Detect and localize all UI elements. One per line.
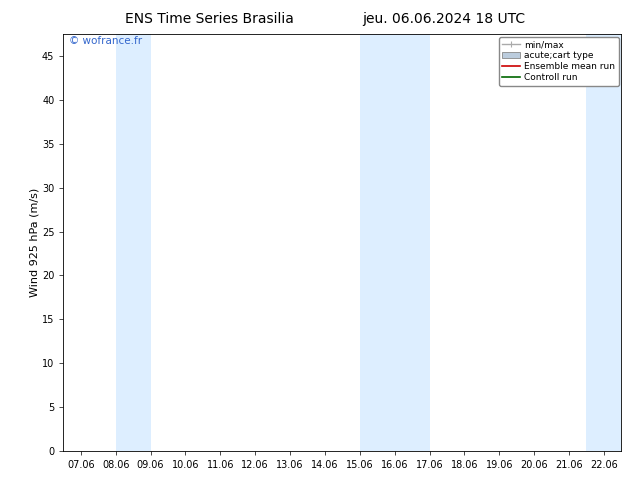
Legend: min/max, acute;cart type, Ensemble mean run, Controll run: min/max, acute;cart type, Ensemble mean … — [499, 37, 619, 86]
Bar — [116, 34, 151, 451]
Text: © wofrance.fr: © wofrance.fr — [69, 36, 142, 47]
Bar — [359, 34, 429, 451]
Text: jeu. 06.06.2024 18 UTC: jeu. 06.06.2024 18 UTC — [362, 12, 526, 26]
Y-axis label: Wind 925 hPa (m/s): Wind 925 hPa (m/s) — [29, 188, 39, 297]
Bar — [586, 34, 621, 451]
Text: ENS Time Series Brasilia: ENS Time Series Brasilia — [125, 12, 294, 26]
